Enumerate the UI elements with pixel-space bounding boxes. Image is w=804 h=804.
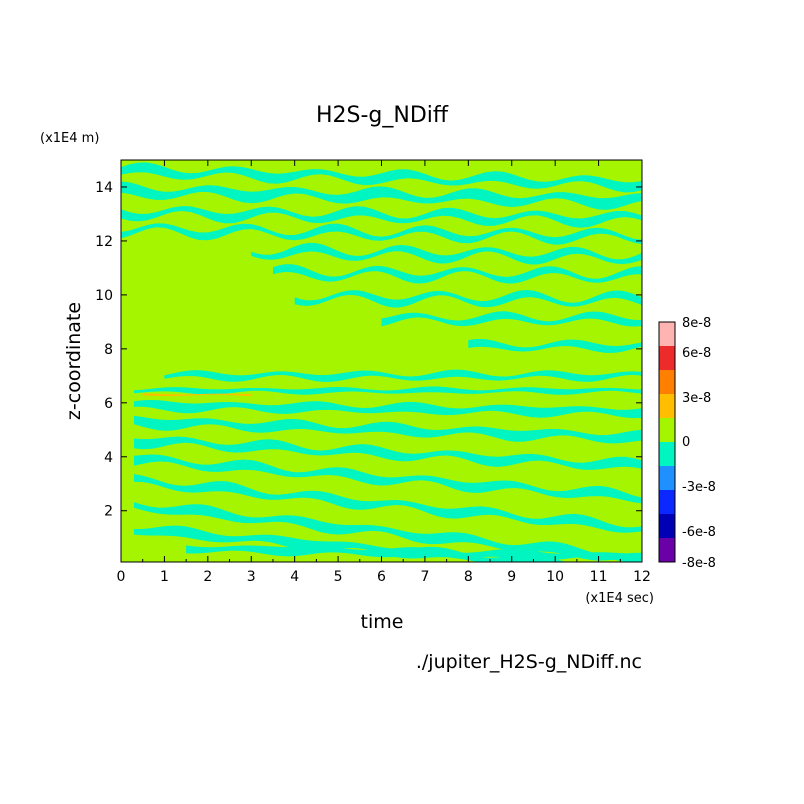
x-tick-label: 12 xyxy=(633,569,651,585)
y-axis: 2 4 6 8 10 12 14 xyxy=(95,180,642,520)
y-tick-label: 4 xyxy=(104,450,113,466)
heatmap-band xyxy=(251,242,642,265)
colorbar-swatch xyxy=(659,538,675,562)
heatmap-band xyxy=(121,181,642,210)
x-tick-label: 0 xyxy=(117,569,126,585)
y-axis-label: z-coordinate xyxy=(63,302,85,420)
heatmap-band xyxy=(134,474,642,533)
heatmap-band xyxy=(134,436,642,470)
y-unit-label: (x1E4 m) xyxy=(40,131,99,146)
x-tick-label: 6 xyxy=(377,569,386,585)
heatmap-band xyxy=(142,393,252,397)
x-tick-label: 9 xyxy=(507,569,516,585)
heatmap-band xyxy=(294,290,642,308)
x-tick-label: 7 xyxy=(420,569,429,585)
x-unit-label: (x1E4 sec) xyxy=(585,591,654,606)
colorbar-tick-label: -3e-8 xyxy=(682,480,716,495)
x-axis-label: time xyxy=(361,611,404,633)
y-tick-label: 14 xyxy=(95,180,113,196)
heatmap-band xyxy=(134,400,642,419)
heatmap-band xyxy=(121,206,642,228)
y-tick-label: 6 xyxy=(104,396,113,412)
colorbar-tick-label: 6e-8 xyxy=(682,346,711,361)
heatmap-band xyxy=(134,386,642,395)
heatmap-bands xyxy=(121,162,642,562)
y-tick-label: 10 xyxy=(95,288,113,304)
heatmap-band xyxy=(121,162,642,193)
x-tick-label: 4 xyxy=(290,569,299,585)
x-tick-label: 1 xyxy=(160,569,169,585)
heatmap-band xyxy=(186,545,642,562)
x-tick-label: 10 xyxy=(546,569,564,585)
heatmap-band xyxy=(134,415,642,444)
colorbar: 8e-8 6e-8 3e-8 0 -3e-8 -6e-8 -8e-8 xyxy=(658,316,716,571)
colorbar-swatch xyxy=(659,394,675,418)
colorbar-swatch xyxy=(659,418,675,442)
colorbar-swatch xyxy=(659,466,675,490)
heatmap-band xyxy=(134,454,642,504)
colorbar-tick-label: 8e-8 xyxy=(682,316,711,331)
heatmap-band xyxy=(381,311,642,327)
chart-title: H2S-g_NDiff xyxy=(316,103,449,128)
colorbar-frame xyxy=(658,321,676,563)
y-tick-label: 2 xyxy=(104,504,113,520)
colorbar-swatch xyxy=(659,370,675,394)
colorbar-swatch xyxy=(659,490,675,514)
x-axis: 0 1 2 3 4 5 6 7 8 9 10 11 12 xyxy=(117,160,651,585)
heatmap-band xyxy=(273,264,642,284)
heatmap-band xyxy=(164,369,642,382)
colorbar-tick-label: -6e-8 xyxy=(682,525,716,540)
colorbar-tick-label: 0 xyxy=(682,435,690,450)
x-tick-label: 5 xyxy=(334,569,343,585)
colorbar-swatch xyxy=(659,346,675,370)
x-tick-label: 8 xyxy=(464,569,473,585)
x-tick-label: 3 xyxy=(247,569,256,585)
x-tick-label: 11 xyxy=(590,569,608,585)
colorbar-swatch xyxy=(659,514,675,538)
x-tick-label: 2 xyxy=(203,569,212,585)
colorbar-swatch xyxy=(659,322,675,346)
heatmap-band xyxy=(468,339,642,353)
colorbar-swatch xyxy=(659,442,675,466)
source-file-label: ./jupiter_H2S-g_NDiff.nc xyxy=(416,651,642,673)
colorbar-tick-label: -8e-8 xyxy=(682,556,716,571)
colorbar-tick-label: 3e-8 xyxy=(682,391,711,406)
heatmap-band xyxy=(134,502,642,561)
y-tick-label: 8 xyxy=(104,342,113,358)
heatmap-band xyxy=(121,223,642,245)
y-tick-label: 12 xyxy=(95,234,113,250)
